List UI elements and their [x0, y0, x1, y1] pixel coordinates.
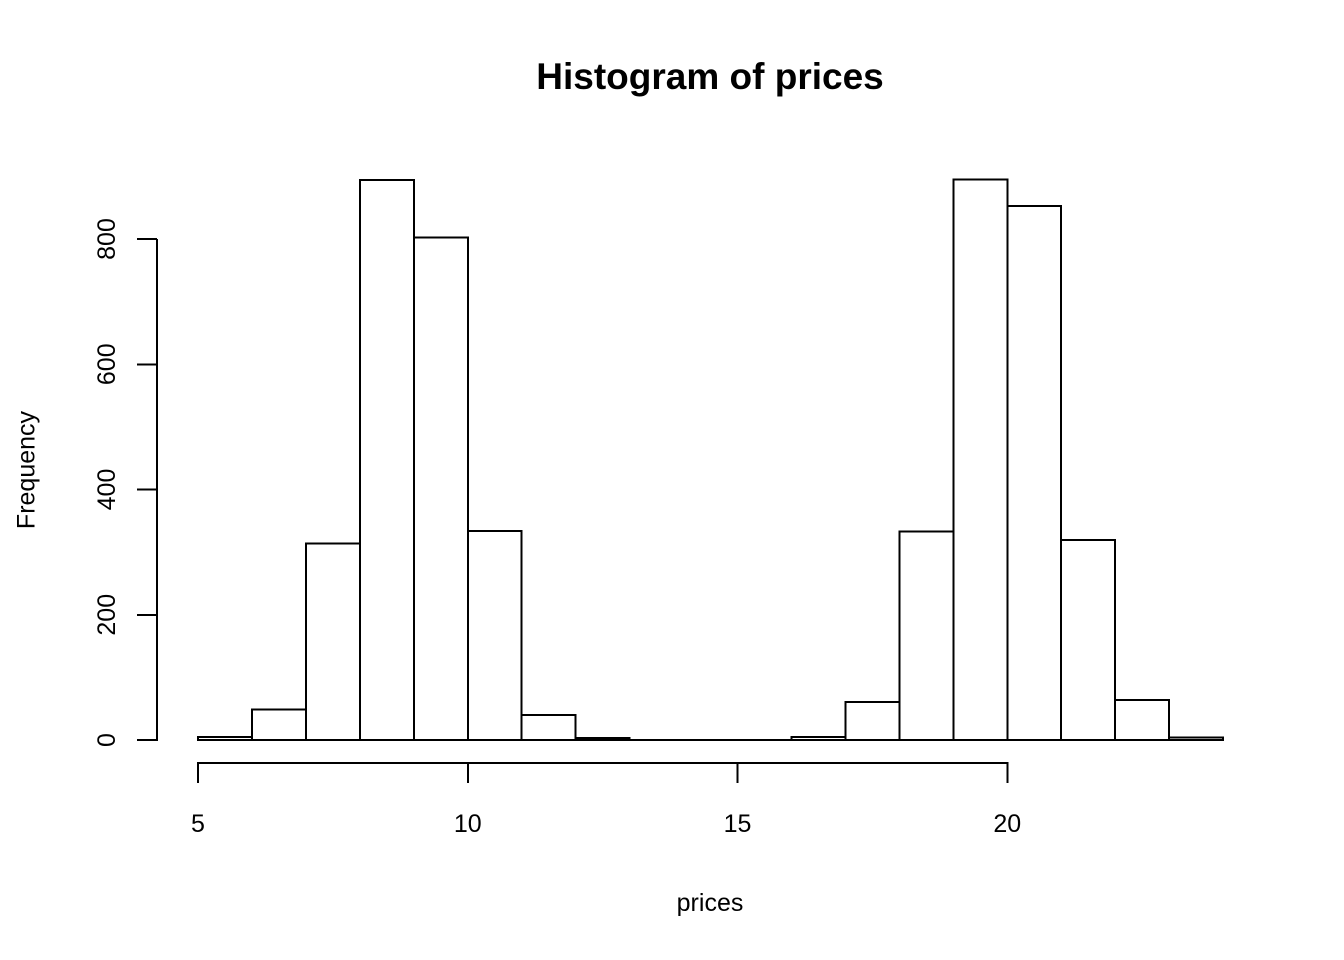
y-tick-label: 400 [93, 469, 121, 511]
histogram-bar [304, 542, 361, 741]
histogram-bar [952, 178, 1009, 742]
histogram-bar [1060, 539, 1117, 741]
y-axis-label: Frequency [12, 410, 41, 530]
histogram-bar [1006, 204, 1063, 741]
x-tick-label: 10 [454, 810, 482, 838]
histogram-bar [1114, 698, 1171, 741]
histogram-bar [520, 713, 577, 742]
chart-title: Histogram of prices [536, 56, 884, 97]
x-axis-label: prices [676, 889, 744, 917]
y-tick-label: 0 [93, 733, 121, 747]
histogram-bar [358, 179, 415, 741]
x-tick-label: 5 [191, 810, 205, 838]
histogram-bar [898, 530, 955, 741]
histogram-bar [844, 700, 901, 742]
x-tick-label: 15 [724, 810, 752, 838]
histogram-bar [412, 236, 469, 741]
y-tick-label: 600 [93, 343, 121, 385]
y-tick-label: 200 [93, 594, 121, 636]
histogram-bar [250, 708, 307, 741]
histogram-bar [466, 529, 523, 742]
x-tick-label: 20 [993, 810, 1021, 838]
y-tick-label: 800 [93, 218, 121, 260]
